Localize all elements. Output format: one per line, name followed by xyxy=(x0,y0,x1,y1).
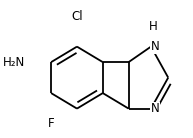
Text: Cl: Cl xyxy=(71,10,83,22)
Text: N: N xyxy=(151,40,160,53)
Text: H: H xyxy=(149,20,158,33)
Text: N: N xyxy=(151,102,160,115)
Text: H₂N: H₂N xyxy=(3,56,25,69)
Text: H: H xyxy=(17,56,25,69)
Text: F: F xyxy=(48,117,54,130)
